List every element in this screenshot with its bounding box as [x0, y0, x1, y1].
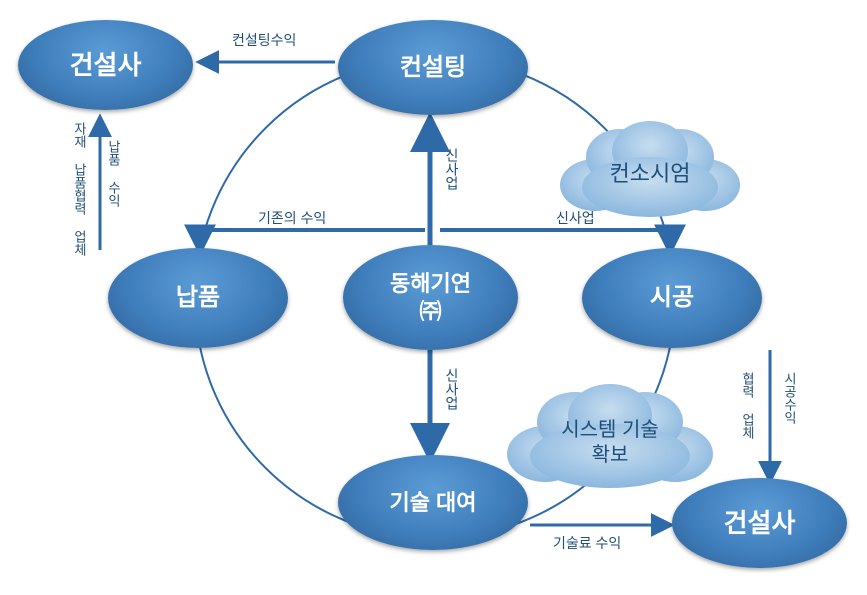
node-left-supply: 납품 [108, 248, 288, 348]
label-newbiz-up: 신사업 [442, 148, 462, 190]
node-right-construction: 시공 [582, 248, 762, 348]
edge-center-left-bracket [200, 230, 425, 250]
label-newbiz-down: 신사업 [442, 368, 462, 410]
label-tech-fee: 기술료 수익 [553, 533, 621, 553]
diagram-canvas: 동해기연㈜ 컨설팅 납품 시공 기술 대여 건설사 건설사 컨소시엄 시스템 기… [0, 0, 867, 595]
node-top-consulting: 컨설팅 [338, 20, 528, 115]
edge-center-right-bracket [440, 230, 670, 250]
label-consulting-rev: 컨설팅수익 [232, 30, 296, 50]
label-const-rev: 시공수익 [780, 372, 799, 424]
node-br-builder: 건설사 [672, 478, 847, 568]
node-center: 동해기연㈜ [343, 245, 518, 350]
label-mat-supplier: 자재 납품협력 업체 [70, 122, 89, 256]
label-existing-rev: 기존의 수익 [258, 208, 326, 228]
node-bottom-tech-lease: 기술 대여 [338, 455, 528, 550]
cloud-consortium [560, 121, 740, 217]
label-supply-rev: 납품 수익 [104, 140, 123, 207]
label-partner: 협력 업체 [738, 372, 757, 439]
node-tl-builder: 건설사 [18, 20, 193, 110]
cloud-tech [507, 384, 713, 488]
label-newbiz-right: 신사업 [556, 208, 595, 228]
